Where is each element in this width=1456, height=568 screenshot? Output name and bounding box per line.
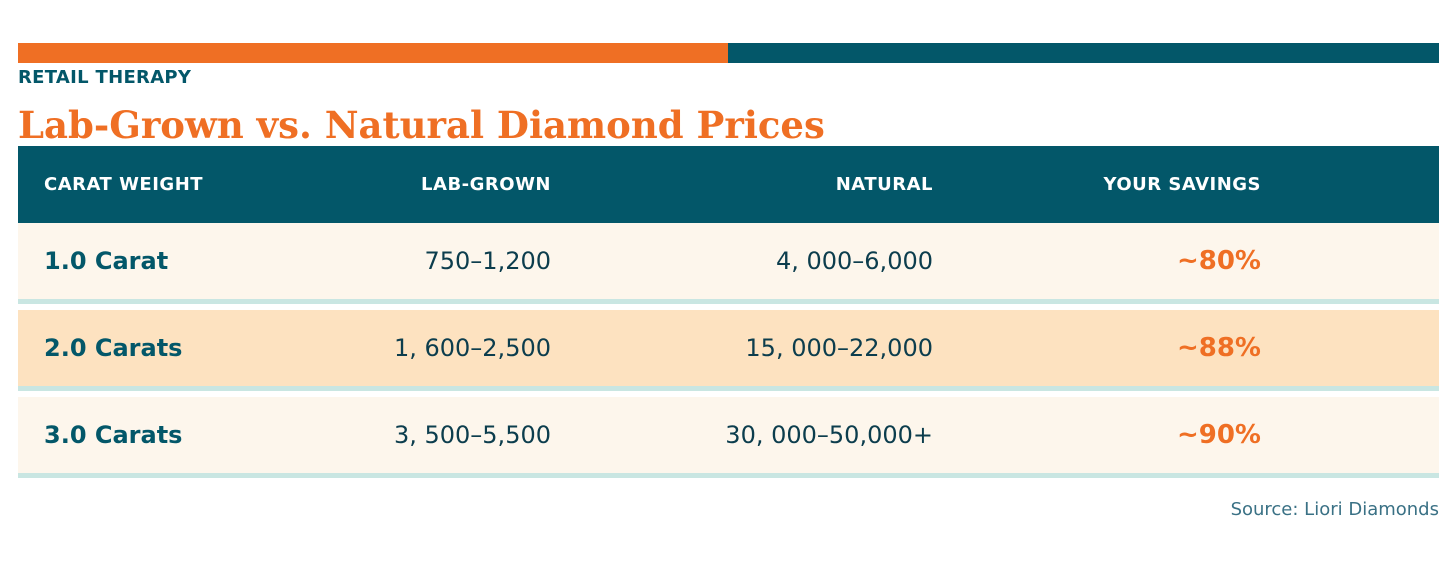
accent-bar-teal bbox=[728, 43, 1439, 63]
savings-cell: ~88% bbox=[1176, 333, 1261, 363]
row-spacer bbox=[18, 304, 1439, 310]
row-spacer bbox=[18, 391, 1439, 397]
table-row: 3.0 Carats 3, 500–5,500 30, 000–50,000+ … bbox=[18, 397, 1439, 478]
column-header-natural: NATURAL bbox=[835, 174, 933, 195]
carat-weight-cell: 3.0 Carats bbox=[44, 421, 183, 449]
top-accent-bar bbox=[18, 43, 1439, 63]
savings-cell: ~90% bbox=[1176, 420, 1261, 450]
page-title: Lab-Grown vs. Natural Diamond Prices bbox=[18, 103, 825, 147]
table-row: 1.0 Carat 750–1,200 4, 000–6,000 ~80% bbox=[18, 223, 1439, 304]
carat-weight-cell: 1.0 Carat bbox=[44, 247, 169, 275]
natural-price-cell: 4, 000–6,000 bbox=[775, 247, 933, 275]
savings-cell: ~80% bbox=[1176, 246, 1261, 276]
source-credit: Source: Liori Diamonds bbox=[1230, 499, 1439, 520]
price-table: CARAT WEIGHT LAB-GROWN NATURAL YOUR SAVI… bbox=[18, 146, 1439, 478]
table-row: 2.0 Carats 1, 600–2,500 15, 000–22,000 ~… bbox=[18, 310, 1439, 391]
column-header-carat-weight: CARAT WEIGHT bbox=[44, 174, 204, 195]
lab-grown-price-cell: 1, 600–2,500 bbox=[393, 334, 551, 362]
accent-bar-orange bbox=[18, 43, 728, 63]
column-header-lab-grown: LAB-GROWN bbox=[421, 174, 551, 195]
column-header-your-savings: YOUR SAVINGS bbox=[1103, 174, 1261, 195]
carat-weight-cell: 2.0 Carats bbox=[44, 334, 183, 362]
section-kicker: RETAIL THERAPY bbox=[18, 67, 192, 88]
lab-grown-price-cell: 3, 500–5,500 bbox=[393, 421, 551, 449]
lab-grown-price-cell: 750–1,200 bbox=[424, 247, 551, 275]
natural-price-cell: 30, 000–50,000+ bbox=[725, 421, 933, 449]
table-header: CARAT WEIGHT LAB-GROWN NATURAL YOUR SAVI… bbox=[18, 146, 1439, 223]
natural-price-cell: 15, 000–22,000 bbox=[745, 334, 933, 362]
